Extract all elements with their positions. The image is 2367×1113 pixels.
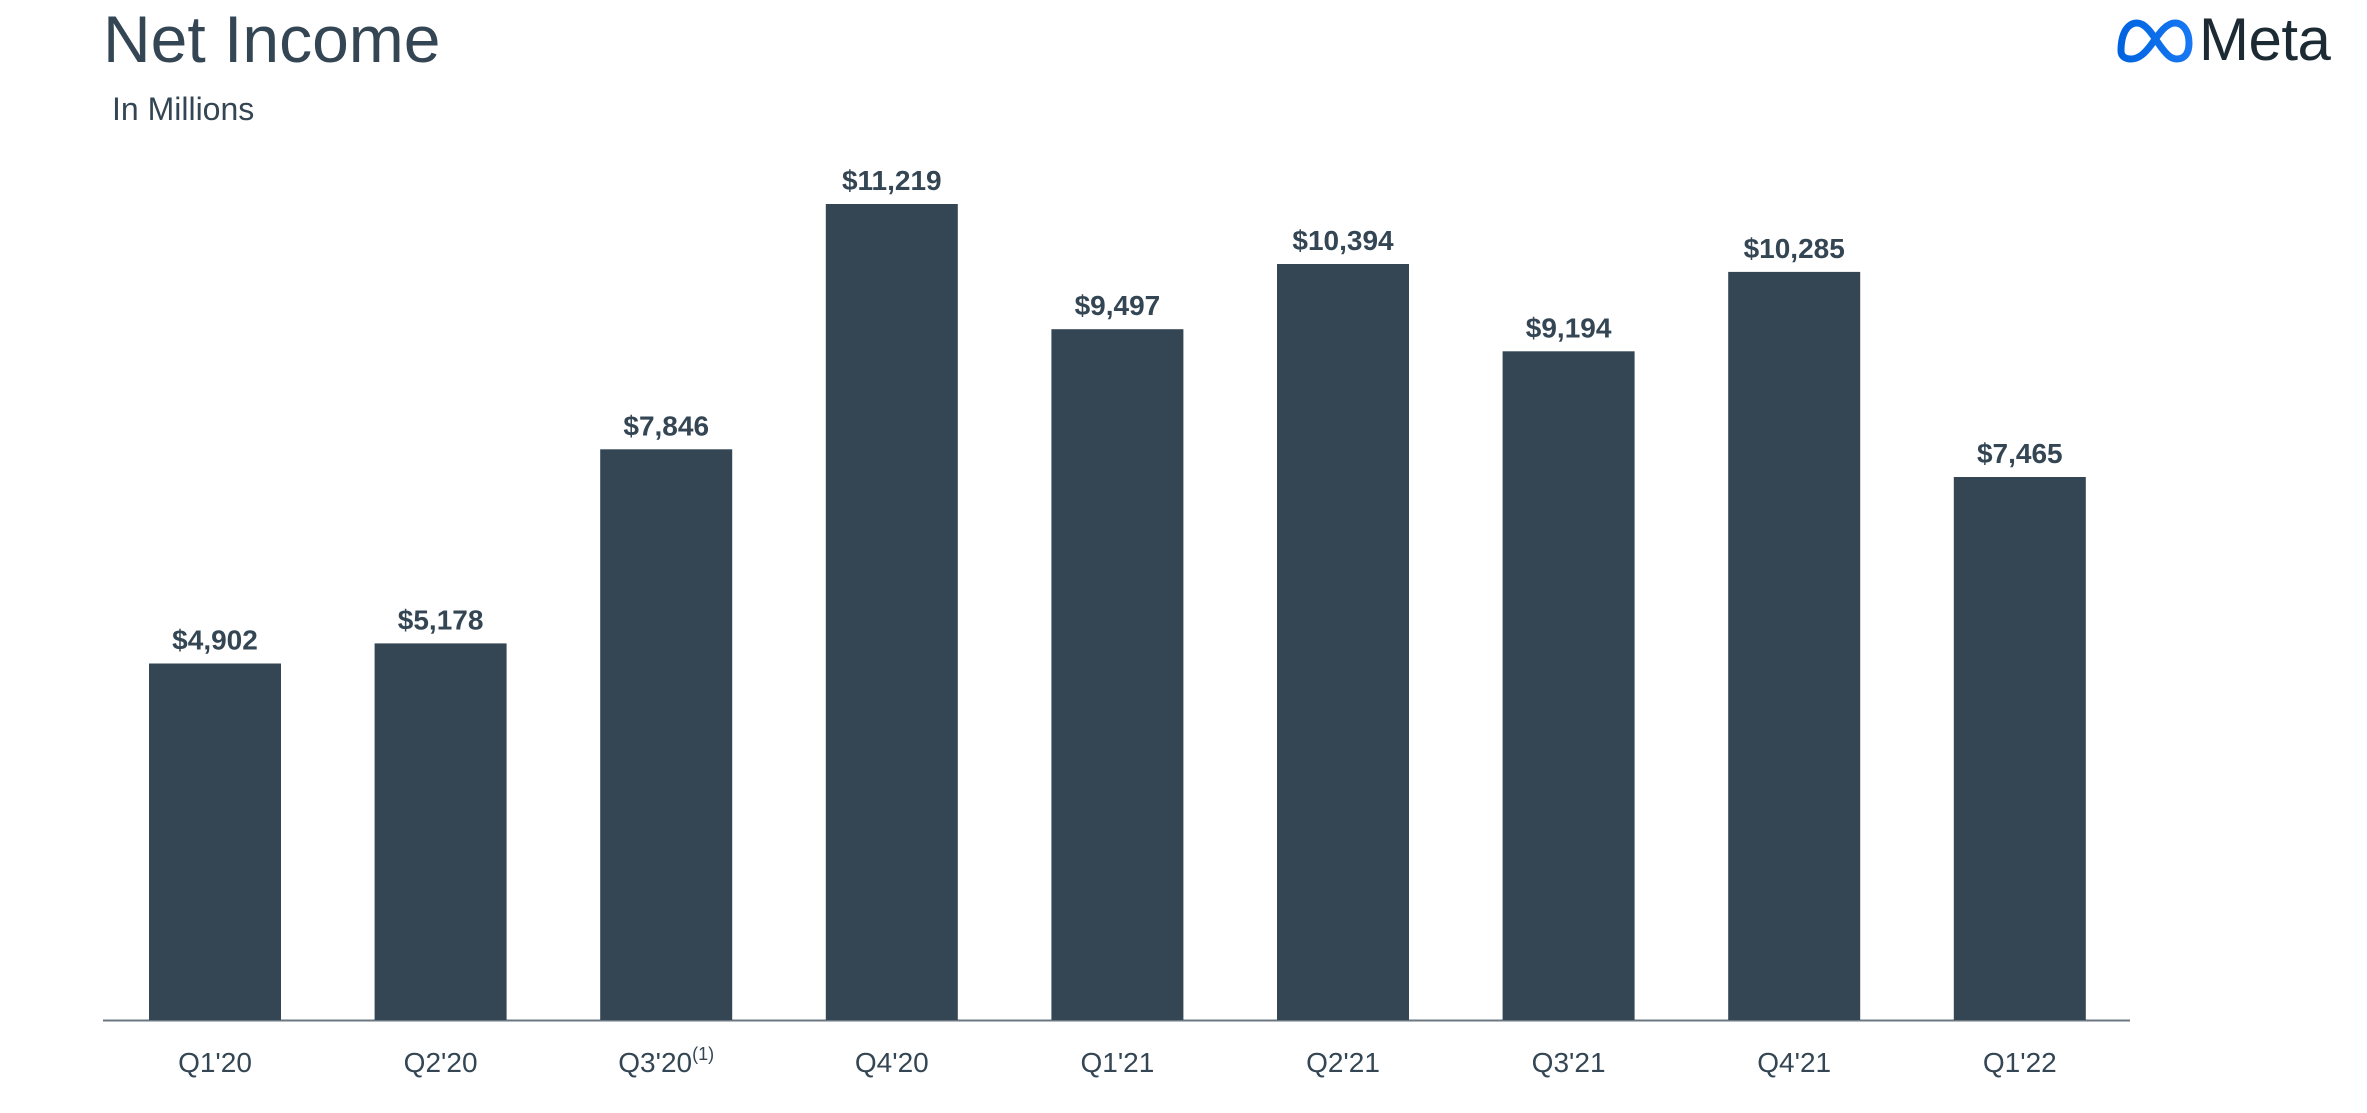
- bar: [825, 204, 958, 1020]
- x-tick-label: Q4'21: [1757, 1047, 1831, 1078]
- meta-wordmark: Meta: [2199, 6, 2331, 73]
- bar: [1502, 351, 1635, 1020]
- bar: [1277, 264, 1409, 1020]
- bar-value-label: $10,285: [1744, 233, 1845, 264]
- x-tick-text: Q1'20: [178, 1047, 252, 1078]
- x-tick-text: Q1'21: [1080, 1047, 1154, 1078]
- x-tick-footnote: (1): [692, 1044, 714, 1064]
- bar: [1051, 329, 1184, 1020]
- x-tick-label: Q3'21: [1532, 1047, 1606, 1078]
- x-tick-label: Q2'21: [1306, 1047, 1380, 1078]
- bar: [600, 449, 733, 1020]
- bar-value-label: $7,465: [1977, 438, 2063, 469]
- x-tick-label: Q1'21: [1080, 1047, 1154, 1078]
- x-tick-text: Q3'20: [618, 1047, 692, 1078]
- bar-value-label: $9,194: [1526, 312, 1612, 343]
- bar-value-label: $9,497: [1075, 290, 1161, 321]
- x-tick-label: Q2'20: [404, 1047, 478, 1078]
- x-tick-label: Q1'22: [1983, 1047, 2057, 1078]
- chart-title: Net Income: [103, 2, 441, 76]
- bar-value-label: $11,219: [842, 165, 942, 196]
- x-tick-label: Q4'20: [855, 1047, 929, 1078]
- meta-logo: Meta: [2115, 10, 2345, 70]
- bar-value-label: $4,902: [172, 625, 258, 656]
- bar-value-label: $10,394: [1292, 225, 1394, 256]
- bar: [374, 643, 507, 1020]
- bar-value-label: $7,846: [623, 410, 709, 441]
- bar-value-label: $5,178: [398, 604, 484, 635]
- x-tick-text: Q4'20: [855, 1047, 929, 1078]
- meta-infinity-icon: [2117, 19, 2193, 63]
- bar: [149, 663, 281, 1020]
- x-tick-text: Q4'21: [1757, 1047, 1831, 1078]
- x-tick-label: Q3'20(1): [618, 1044, 714, 1078]
- x-tick-text: Q3'21: [1532, 1047, 1606, 1078]
- chart-subtitle: In Millions: [112, 91, 255, 127]
- bar: [1953, 477, 2086, 1020]
- x-tick-text: Q2'20: [404, 1047, 478, 1078]
- x-tick-label: Q1'20: [178, 1047, 252, 1078]
- x-tick-text: Q2'21: [1306, 1047, 1380, 1078]
- bar: [1728, 271, 1861, 1020]
- x-tick-text: Q1'22: [1983, 1047, 2057, 1078]
